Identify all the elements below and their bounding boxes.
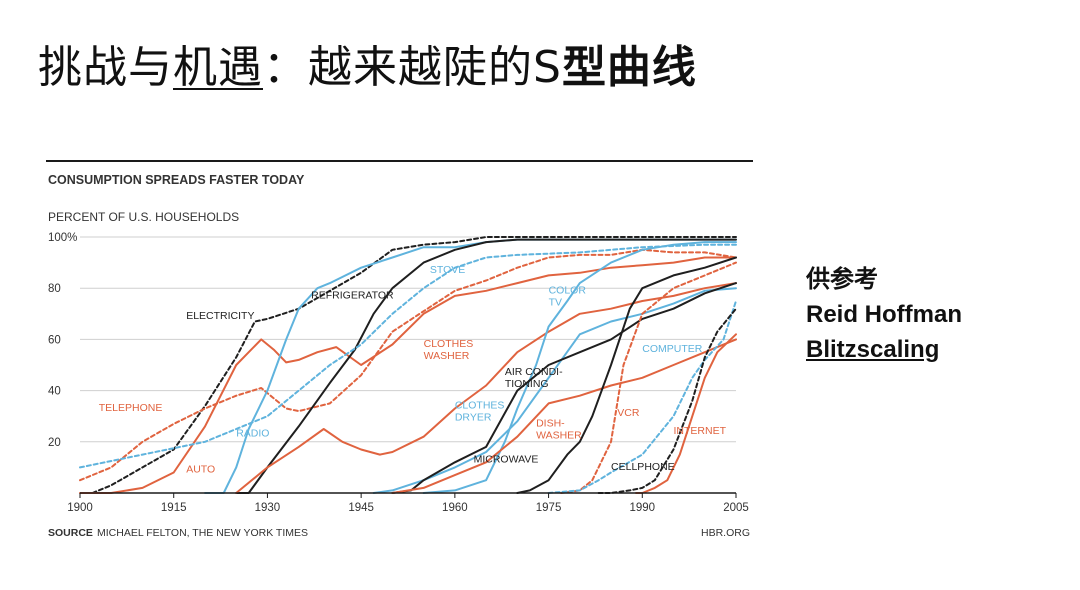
series-label: COMPUTER xyxy=(642,343,703,355)
series-label: INTERNET xyxy=(674,425,727,437)
series-label: STOVE xyxy=(430,264,465,276)
series-label: MICROWAVE xyxy=(474,453,539,465)
series-line-internet xyxy=(635,333,737,494)
series-label: TELEPHONE xyxy=(99,402,163,414)
y-tick-label: 80 xyxy=(48,283,61,295)
series-label: VCR xyxy=(617,407,640,419)
series-label: CLOTHES WASHER xyxy=(424,338,474,362)
series-line-cellphone xyxy=(597,307,737,494)
series-line-computer xyxy=(547,300,737,494)
chart-x-axis: 1900 1915 1930 1945 1960 1975 1990 2005 xyxy=(67,492,749,514)
y-tick-label: 60 xyxy=(48,334,61,346)
x-tick-label: 1990 xyxy=(629,502,655,514)
series-line-telephone xyxy=(79,248,737,482)
chart-ylabel: PERCENT OF U.S. HOUSEHOLDS xyxy=(48,210,239,224)
series-line-clothes-washer xyxy=(235,282,737,494)
series-label: AUTO xyxy=(186,464,215,476)
series-label: DISH-WASHER xyxy=(536,417,582,441)
side-note-line2: Reid Hoffman xyxy=(806,301,962,328)
y-tick-label: 40 xyxy=(48,386,61,398)
y-tick-label: 100% xyxy=(48,232,77,244)
series-line-stove xyxy=(79,243,737,469)
x-tick-label: 2005 xyxy=(723,502,749,514)
series-line-microwave xyxy=(516,256,737,494)
series-label: REFRIGERATOR xyxy=(311,289,394,301)
line-chart: CONSUMPTION SPREADS FASTER TODAY PERCENT… xyxy=(46,160,753,539)
chart-credit: HBR.ORG xyxy=(701,527,750,539)
series-line-air-conditioning xyxy=(391,282,737,494)
chart-grid: 20 40 60 80 100% xyxy=(48,232,736,449)
series-label: RADIO xyxy=(236,428,269,440)
slide-title-part2: ：越来越陡的S xyxy=(263,42,562,93)
slide-title-bold: 型曲线 xyxy=(561,42,697,93)
chart-series-group xyxy=(79,236,737,494)
x-tick-label: 1960 xyxy=(442,502,468,514)
series-label: AIR CONDI-TIONING xyxy=(505,366,563,390)
side-note: 供参考 Reid Hoffman Blitzscaling xyxy=(806,262,962,367)
series-line-dish-washer xyxy=(391,338,737,494)
series-line-electricity xyxy=(91,236,737,494)
chart-source-label: SOURCE xyxy=(48,527,93,539)
slide-title-part1: 挑战与 xyxy=(38,42,173,93)
series-label: ELECTRICITY xyxy=(186,310,254,322)
side-note-line3: Blitzscaling xyxy=(806,336,940,363)
slide-title-underlined: 机遇 xyxy=(173,42,263,93)
series-label: CELLPHONE xyxy=(611,461,675,473)
series-label: CLOTHES DRYER xyxy=(455,400,505,424)
series-label: COLOR TV xyxy=(549,284,587,308)
slide-title: 挑战与机遇：越来越陡的S型曲线 xyxy=(38,38,697,98)
series-line-color-tv xyxy=(422,241,737,494)
x-tick-label: 1945 xyxy=(348,502,374,514)
chart-series-labels: ELECTRICITY TELEPHONE AUTO RADIO REFRIGERATO… xyxy=(99,264,727,476)
x-tick-label: 1975 xyxy=(536,502,562,514)
x-tick-label: 1915 xyxy=(161,502,187,514)
y-tick-label: 20 xyxy=(48,437,61,449)
series-line-auto xyxy=(79,256,737,494)
x-tick-label: 1900 xyxy=(67,502,93,514)
side-note-line1: 供参考 xyxy=(806,266,878,293)
chart-title: CONSUMPTION SPREADS FASTER TODAY xyxy=(48,173,305,187)
chart-figure: CONSUMPTION SPREADS FASTER TODAY PERCENT… xyxy=(46,158,756,548)
chart-source-text: MICHAEL FELTON, THE NEW YORK TIMES xyxy=(97,527,308,539)
x-tick-label: 1930 xyxy=(255,502,281,514)
series-line-vcr xyxy=(560,261,737,494)
